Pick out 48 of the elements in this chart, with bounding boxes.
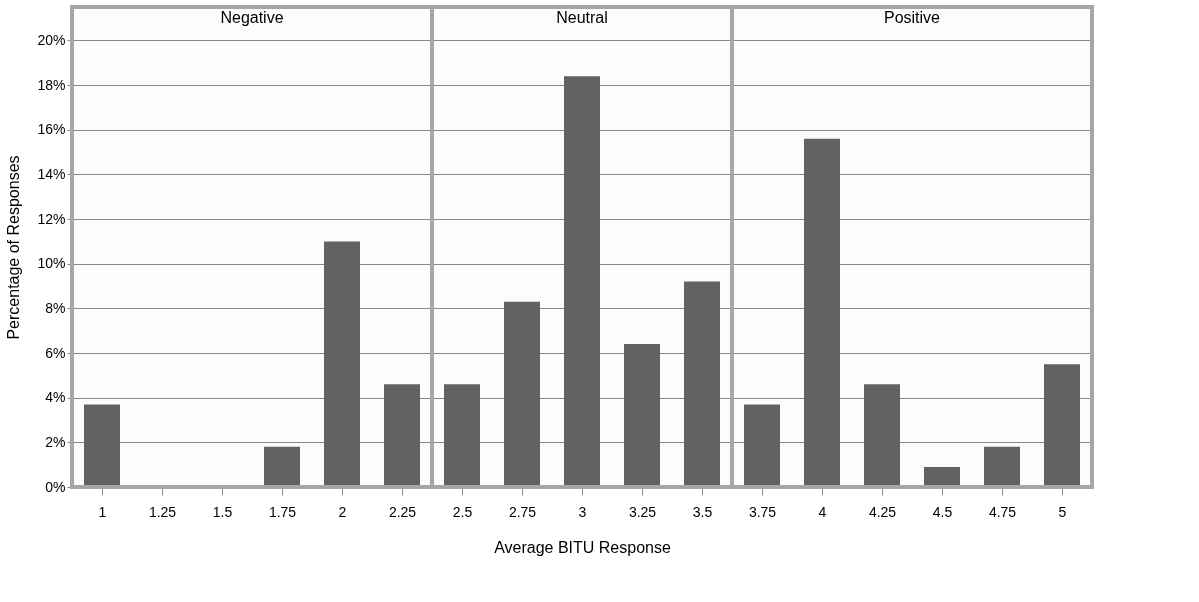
y-tick-label: 10%: [37, 255, 66, 272]
band-label: Negative: [220, 9, 284, 27]
bar: [624, 344, 660, 487]
y-tick-label: 18%: [37, 76, 66, 93]
bar: [864, 384, 900, 487]
y-tick-label: 6%: [45, 344, 66, 361]
y-tick-label: 16%: [37, 121, 66, 138]
x-tick-label: 2.75: [508, 503, 537, 520]
bar: [264, 446, 300, 487]
bar: [444, 384, 480, 487]
x-tick-label: 4.5: [932, 503, 953, 520]
x-tick-label: 4: [818, 503, 827, 520]
bar: [804, 138, 840, 487]
bar: [924, 466, 960, 487]
y-tick-label: 4%: [45, 389, 66, 406]
x-tick-label: 3.5: [692, 503, 713, 520]
y-tick-label: 12%: [37, 210, 66, 227]
y-tick-label: 20%: [37, 31, 66, 48]
bar: [744, 404, 780, 487]
y-tick-label: 0%: [45, 478, 66, 495]
bar: [684, 281, 720, 487]
y-axis-title: Percentage of Responses: [5, 155, 23, 340]
x-tick-label: 3.25: [628, 503, 657, 520]
x-tick-label: 2: [338, 503, 347, 520]
band-label: Positive: [883, 9, 941, 27]
bar: [1044, 364, 1080, 487]
x-axis-title: Average BITU Response: [494, 538, 671, 556]
x-tick-label: 2.25: [388, 503, 417, 520]
bar: [84, 404, 120, 487]
bar: [384, 384, 420, 487]
bar: [984, 446, 1020, 487]
bar: [504, 301, 540, 487]
x-tick-label: 1.25: [148, 503, 177, 520]
x-tick-label: 2.5: [452, 503, 473, 520]
x-tick-label: 5: [1058, 503, 1067, 520]
band-label: Neutral: [556, 9, 608, 27]
x-tick-label: 1: [98, 503, 107, 520]
y-tick-label: 8%: [45, 299, 66, 316]
bar: [564, 76, 600, 487]
y-tick-label: 2%: [45, 433, 66, 450]
x-tick-label: 1.5: [212, 503, 233, 520]
x-tick-label: 4.25: [868, 503, 897, 520]
x-tick-label: 1.75: [268, 503, 297, 520]
x-tick-label: 4.75: [988, 503, 1017, 520]
x-tick-label: 3: [578, 503, 587, 520]
y-tick-label: 14%: [37, 165, 66, 182]
x-tick-label: 3.75: [748, 503, 777, 520]
bar: [324, 241, 360, 487]
